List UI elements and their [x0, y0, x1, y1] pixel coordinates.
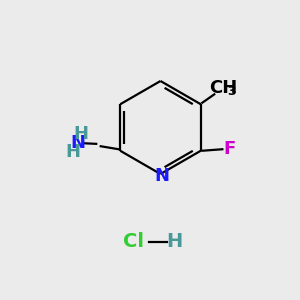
Text: N: N: [154, 167, 169, 184]
Text: H: H: [166, 232, 182, 251]
Text: H: H: [73, 125, 88, 143]
Text: Cl: Cl: [123, 232, 144, 251]
Text: CH: CH: [209, 79, 237, 97]
Text: H: H: [65, 143, 80, 161]
Text: N: N: [71, 134, 86, 152]
Text: F: F: [223, 140, 236, 158]
Text: 3: 3: [227, 85, 236, 98]
